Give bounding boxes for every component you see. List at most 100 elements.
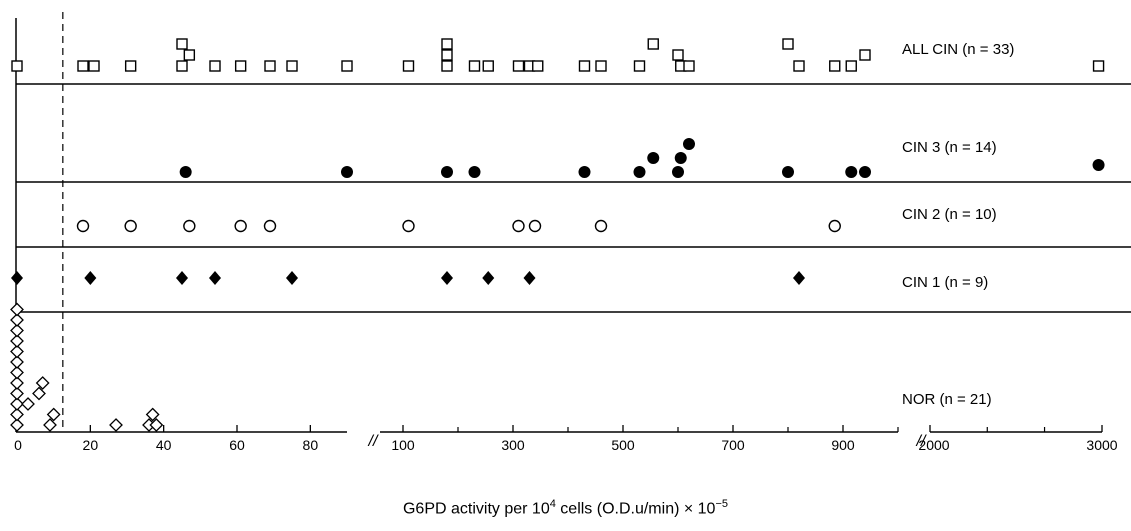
data-point-open-diamond <box>10 386 24 401</box>
data-point-filled-diamond <box>11 271 23 285</box>
data-point-open-square <box>647 38 659 50</box>
data-point-filled-diamond <box>523 271 536 285</box>
data-point-filled-circle <box>674 152 687 164</box>
data-point-open-square <box>286 60 298 72</box>
x-axis-title-middle: cells (O.D.u/min) × 10 <box>555 500 716 518</box>
data-point-open-square <box>124 60 137 72</box>
data-point-open-square <box>845 60 857 72</box>
group-label: CIN 2 (n = 10) <box>902 206 997 223</box>
data-point-open-diamond <box>46 407 61 422</box>
data-point-open-diamond <box>109 418 123 432</box>
data-point-open-circle <box>124 219 137 233</box>
data-point-filled-circle <box>578 166 591 178</box>
x-axis-title-exponent-2: −5 <box>715 498 728 510</box>
data-point-open-square <box>77 60 89 72</box>
data-point-filled-diamond <box>286 271 298 285</box>
data-point-filled-diamond <box>793 271 805 285</box>
group-label: CIN 1 (n = 9) <box>902 274 988 291</box>
data-point-open-square <box>859 49 871 61</box>
data-point-open-square <box>683 60 695 72</box>
data-point-open-square <box>793 60 805 72</box>
data-point-open-square <box>595 60 607 72</box>
data-point-filled-diamond <box>176 271 188 285</box>
data-point-filled-diamond <box>84 271 97 285</box>
data-point-open-square <box>633 60 646 72</box>
data-point-open-square <box>341 60 353 72</box>
data-point-open-square <box>176 60 188 72</box>
data-point-open-square <box>234 60 247 72</box>
data-point-open-diamond <box>10 323 24 338</box>
data-point-open-diamond <box>145 407 160 422</box>
x-tick-label: 100 <box>391 437 415 453</box>
data-point-open-circle <box>828 219 841 233</box>
data-point-open-square <box>441 38 453 50</box>
x-axis-title-exponent-1: 4 <box>549 498 556 510</box>
x-tick-label: 900 <box>831 437 855 453</box>
group-label: CIN 3 (n = 14) <box>902 139 997 156</box>
data-point-open-square <box>782 38 794 50</box>
data-point-open-diamond <box>32 386 46 401</box>
x-tick-label: 60 <box>229 437 245 453</box>
x-tick-label: 80 <box>303 437 319 453</box>
data-point-open-square <box>829 60 841 72</box>
data-point-open-circle <box>76 219 90 233</box>
data-point-filled-circle <box>683 138 695 150</box>
data-point-filled-circle <box>179 166 192 178</box>
data-point-open-circle <box>234 219 247 233</box>
data-point-open-circle <box>183 219 196 233</box>
data-point-open-diamond <box>43 418 57 432</box>
group-rows: ALL CIN (n = 33) CIN 3 (n = 14) CIN 2 (n =… <box>16 41 1131 408</box>
axis-break-mark: // <box>368 433 379 450</box>
data-point-open-square <box>578 60 591 72</box>
data-point-filled-circle <box>1092 159 1105 171</box>
data-point-open-diamond <box>10 397 24 411</box>
data-point-open-diamond <box>10 365 24 380</box>
x-tick-label: 2000 <box>918 437 949 453</box>
data-point-open-diamond <box>10 334 24 348</box>
data-point-open-square <box>532 60 544 72</box>
x-tick-label: 40 <box>156 437 172 453</box>
data-point-filled-diamond <box>441 271 453 285</box>
data-point-filled-circle <box>441 166 453 178</box>
data-point-open-diamond <box>21 397 35 411</box>
data-points <box>10 38 1105 432</box>
data-point-filled-circle <box>845 166 858 178</box>
data-point-open-square <box>402 60 415 72</box>
x-tick-label: 20 <box>83 437 99 453</box>
data-point-open-square <box>441 49 453 61</box>
data-point-filled-circle <box>341 166 353 178</box>
data-point-open-square <box>512 60 525 72</box>
data-point-open-diamond <box>10 313 24 327</box>
x-axis-title: G6PD activity per 104 cells (O.D.u/min) … <box>0 498 1131 518</box>
data-point-filled-circle <box>633 166 646 178</box>
data-point-open-square <box>88 60 100 72</box>
data-point-filled-circle <box>647 152 660 164</box>
axis-break-mark: // <box>916 433 927 450</box>
data-point-open-square <box>209 60 221 72</box>
data-point-open-diamond <box>10 355 24 369</box>
data-point-open-square <box>264 60 276 72</box>
data-point-open-square <box>468 60 481 72</box>
data-point-filled-circle <box>672 166 684 178</box>
data-point-open-diamond <box>10 302 24 317</box>
data-point-filled-circle <box>468 166 481 178</box>
data-point-open-circle <box>528 219 542 233</box>
x-tick-label: 0 <box>14 437 22 453</box>
x-axis-title-main: G6PD activity per 10 <box>402 500 550 518</box>
group-label: ALL CIN (n = 33) <box>902 41 1014 58</box>
data-point-open-circle <box>512 219 525 233</box>
data-point-open-square <box>183 49 196 61</box>
data-point-open-diamond <box>10 418 24 432</box>
data-point-open-square <box>672 49 684 61</box>
data-point-open-circle <box>594 219 608 233</box>
data-point-filled-circle <box>859 166 871 178</box>
x-tick-label: 500 <box>611 437 635 453</box>
data-point-open-square <box>11 60 23 72</box>
data-point-open-square <box>482 60 494 72</box>
x-tick-label: 700 <box>721 437 745 453</box>
data-point-filled-circle <box>782 166 794 178</box>
data-point-open-square <box>441 60 453 72</box>
data-point-open-square <box>176 38 188 50</box>
data-point-filled-diamond <box>209 271 221 285</box>
